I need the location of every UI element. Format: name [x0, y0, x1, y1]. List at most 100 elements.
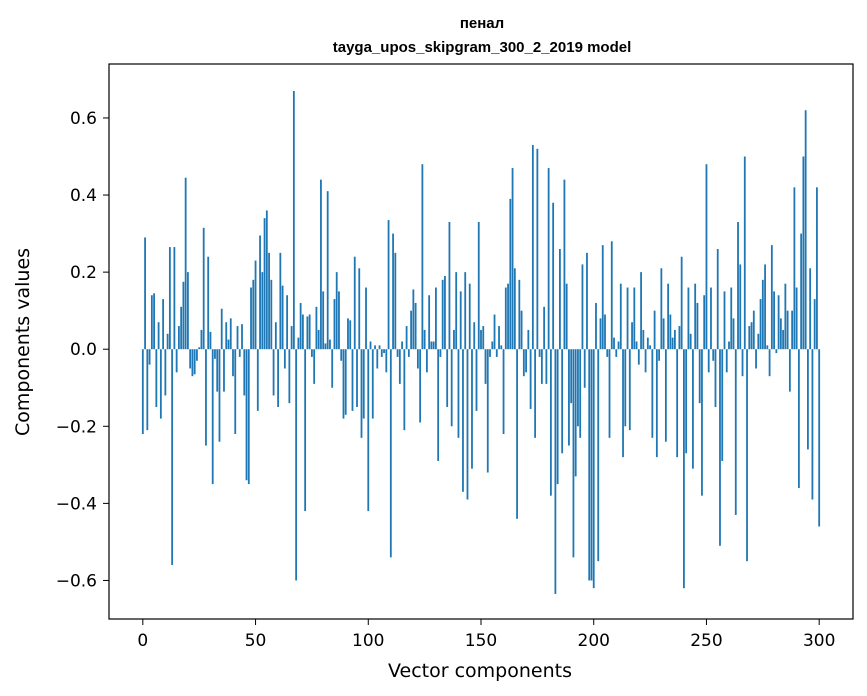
bar — [728, 341, 730, 350]
bar — [694, 283, 697, 350]
bar — [662, 318, 665, 350]
bar — [468, 283, 471, 350]
bar — [538, 349, 541, 357]
bar — [407, 349, 410, 357]
bar — [277, 349, 279, 408]
bar — [209, 331, 212, 350]
bar — [250, 287, 252, 350]
bar — [673, 329, 676, 350]
bar — [664, 349, 667, 442]
bar — [428, 295, 431, 350]
bar — [527, 329, 530, 350]
bar — [446, 349, 449, 408]
bar — [721, 349, 724, 461]
bar — [166, 333, 169, 350]
bar — [606, 349, 609, 357]
bar — [419, 349, 422, 423]
bar — [561, 349, 564, 454]
bar — [534, 349, 537, 438]
x-tick-label: 150 — [465, 631, 497, 651]
bar — [335, 272, 338, 350]
y-tick-label: −0.2 — [56, 417, 97, 437]
bar — [615, 349, 618, 357]
bar — [545, 349, 548, 384]
bar — [331, 349, 334, 388]
bar — [493, 314, 496, 350]
bar — [252, 279, 255, 350]
bar — [234, 349, 237, 434]
bar — [353, 256, 356, 350]
bar — [633, 287, 636, 350]
chart-subtitle: tayga_upos_skipgram_300_2_2019 model — [333, 39, 632, 56]
bar — [189, 349, 192, 369]
bar — [326, 191, 329, 350]
bar — [502, 349, 505, 434]
bar — [628, 349, 631, 431]
bar — [750, 322, 753, 350]
bar — [459, 291, 462, 350]
bar — [148, 349, 151, 365]
bar — [610, 241, 613, 350]
bar — [795, 287, 798, 350]
bar — [568, 349, 570, 446]
bar — [290, 326, 293, 350]
bar — [649, 345, 651, 350]
bar — [522, 349, 525, 377]
bar — [220, 308, 223, 350]
bar — [599, 318, 602, 350]
bar — [297, 337, 300, 350]
bar — [421, 164, 424, 350]
bar — [549, 349, 552, 496]
bar — [182, 281, 185, 350]
bar — [764, 264, 766, 350]
bar — [263, 218, 266, 350]
bar — [507, 283, 509, 350]
bar — [525, 349, 527, 373]
bar — [574, 349, 577, 477]
bar — [746, 349, 748, 562]
bar — [816, 187, 818, 350]
bar — [270, 279, 273, 350]
bar — [371, 349, 374, 419]
bar — [791, 310, 794, 350]
bar — [716, 249, 719, 350]
bars-group — [141, 90, 821, 594]
bar — [225, 322, 228, 350]
bar — [218, 349, 221, 442]
bar — [768, 349, 771, 377]
bar — [725, 349, 728, 373]
bar — [613, 337, 615, 350]
bar — [308, 314, 311, 350]
bar — [430, 341, 433, 350]
bar — [256, 349, 259, 411]
bar — [489, 349, 491, 357]
bar — [261, 272, 264, 350]
bar — [622, 349, 624, 458]
bar — [809, 268, 812, 350]
plot-frame — [108, 63, 854, 620]
bar — [324, 343, 327, 350]
bar — [660, 268, 663, 350]
bar — [401, 341, 403, 350]
bar — [696, 302, 699, 350]
bar — [153, 293, 155, 350]
bar — [484, 349, 487, 384]
bar — [626, 287, 629, 350]
bar — [513, 268, 516, 350]
bar — [414, 302, 417, 350]
bar — [299, 302, 302, 350]
bar — [646, 337, 649, 350]
bar — [432, 341, 435, 350]
y-tick-label: −0.6 — [56, 571, 97, 591]
y-axis-ticks: −0.6 −0.4 −0.2 0.0 0.2 0.4 0.6 — [56, 109, 109, 591]
bar — [441, 279, 444, 350]
bar — [349, 320, 352, 350]
bar — [175, 349, 178, 373]
bar — [462, 349, 464, 492]
bar — [570, 349, 573, 404]
bar — [516, 349, 518, 519]
bar — [283, 349, 286, 369]
bar — [687, 287, 690, 350]
bar — [362, 349, 365, 419]
bar — [389, 349, 392, 558]
